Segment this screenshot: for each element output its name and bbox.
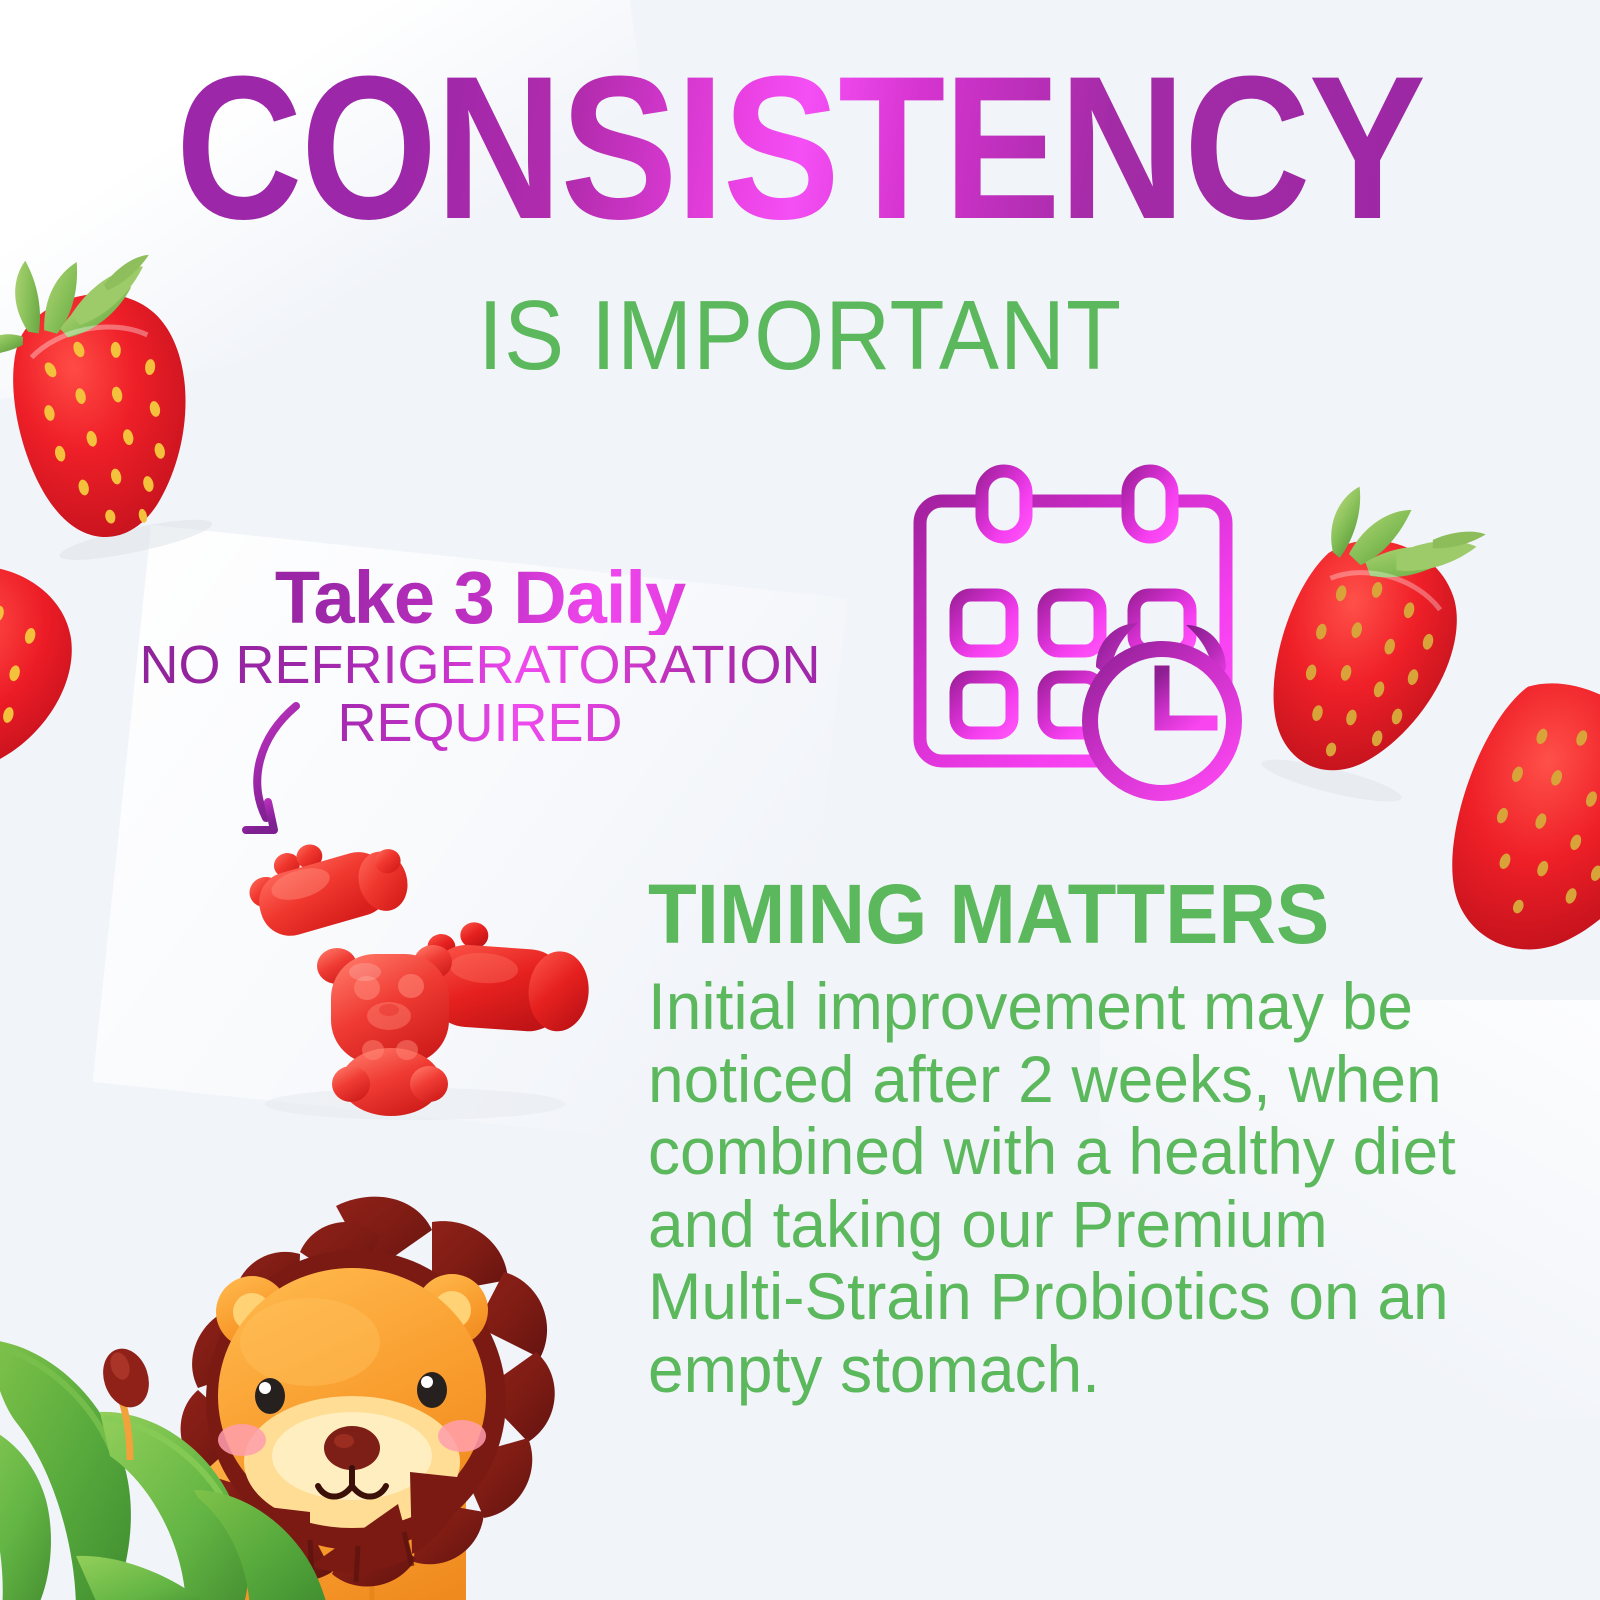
dosage-heading: Take 3 Daily	[120, 560, 840, 636]
page-subtitle: IS IMPORTANT	[478, 280, 1122, 390]
banana-leaves-icon	[0, 1341, 326, 1600]
timing-heading: TIMING MATTERS	[648, 867, 1330, 961]
strawberry-image-right	[1261, 486, 1486, 802]
strawberry-image-right-edge	[1452, 683, 1600, 950]
strawberry-image-left-partial	[0, 566, 72, 770]
timing-block: TIMING MATTERS Initial improvement may b…	[648, 872, 1488, 1406]
page-title: CONSISTENCY	[112, 46, 1488, 250]
calendar-clock-icon	[913, 464, 1242, 801]
dosage-block: Take 3 Daily NO REFRIGERATORATION REQUIR…	[120, 560, 840, 752]
timing-body-text: Initial improvement may be noticed after…	[648, 969, 1456, 1406]
gummy-bears-image	[249, 844, 589, 1120]
lion-mascot-image	[0, 1196, 555, 1600]
strawberry-image-top-left	[0, 254, 213, 560]
curved-down-arrow-icon	[242, 702, 300, 834]
dosage-subtext-line1: NO REFRIGERATORATION	[139, 635, 821, 696]
